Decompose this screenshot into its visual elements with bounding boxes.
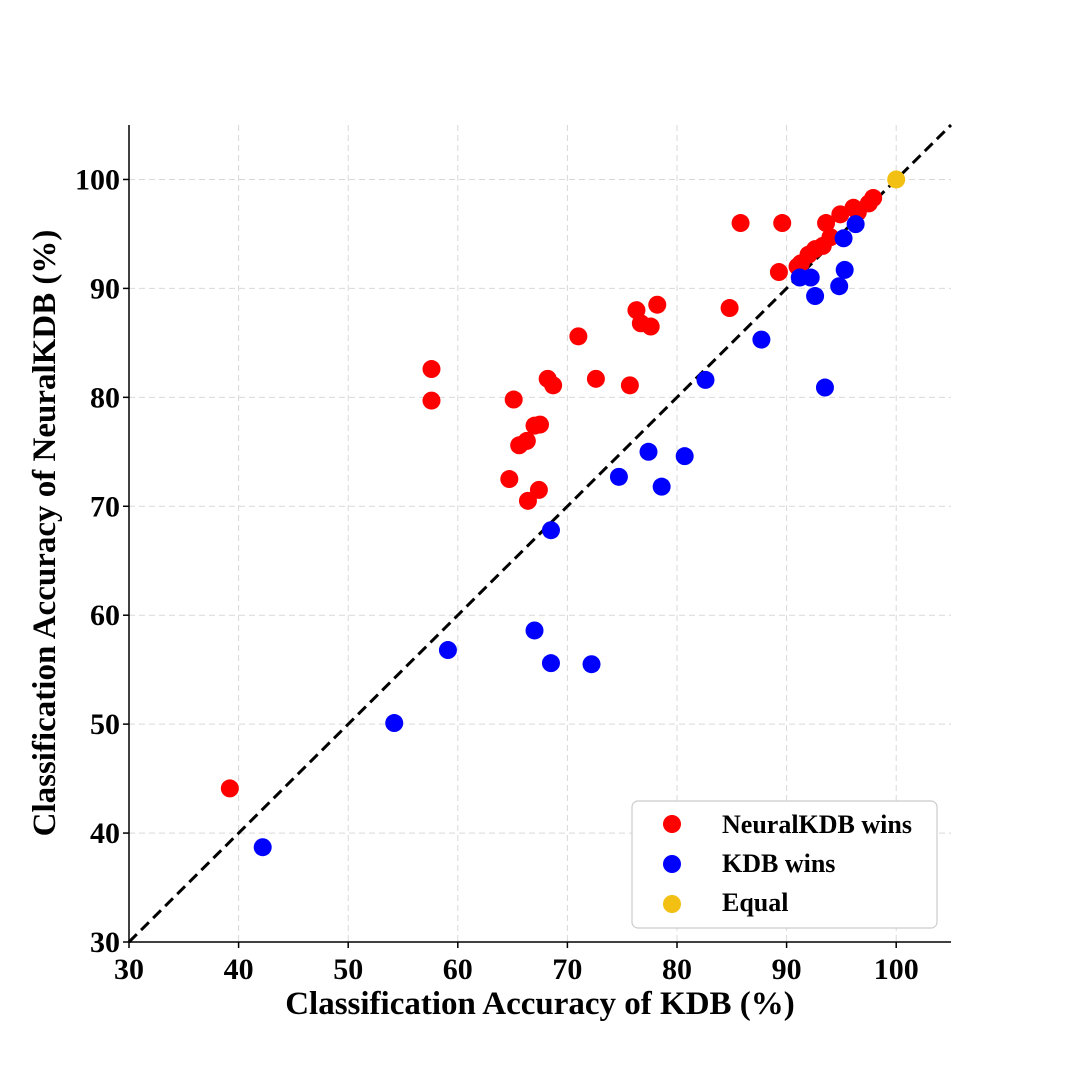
y-tick-label: 80 <box>90 381 120 414</box>
legend-box <box>631 800 938 929</box>
x-tick-label: 60 <box>443 953 473 986</box>
point-neuralkdb-wins <box>569 327 588 346</box>
diagonal-line <box>127 123 953 944</box>
point-neuralkdb-wins <box>529 480 548 499</box>
point-neuralkdb-wins <box>731 214 750 233</box>
point-kdb-wins <box>846 215 865 234</box>
point-kdb-wins <box>830 277 849 296</box>
point-kdb-wins <box>834 229 853 248</box>
point-neuralkdb-wins <box>517 431 536 450</box>
y-ticks: 30 40 50 60 70 80 90 100 <box>75 163 129 959</box>
legend-marker-kdb <box>663 855 681 873</box>
x-tick-label: 50 <box>333 953 363 986</box>
y-tick-label: 100 <box>75 163 120 196</box>
x-tick-label: 80 <box>662 953 692 986</box>
y-tick-label: 90 <box>90 272 120 305</box>
point-kdb-wins <box>541 654 560 673</box>
y-tick-label: 30 <box>90 926 120 959</box>
point-kdb-wins <box>696 370 715 389</box>
point-kdb-wins <box>385 714 404 733</box>
y-tick-label: 60 <box>90 599 120 632</box>
x-tick-label: 70 <box>552 953 582 986</box>
point-neuralkdb-wins <box>769 263 788 282</box>
point-kdb-wins <box>639 442 658 461</box>
y-tick-label: 40 <box>90 817 120 850</box>
point-kdb-wins <box>582 655 601 674</box>
point-neuralkdb-wins <box>720 299 739 318</box>
point-neuralkdb-wins <box>518 491 537 510</box>
data-points <box>220 170 906 857</box>
axes-spines <box>128 125 951 943</box>
point-kdb-wins <box>806 287 825 306</box>
point-neuralkdb-wins <box>620 376 639 395</box>
point-neuralkdb-wins <box>641 317 660 336</box>
point-neuralkdb-wins <box>422 360 441 379</box>
point-kdb-wins <box>438 641 457 660</box>
x-tick-label: 100 <box>874 953 919 986</box>
legend-label-neuralkdb: NeuralKDB wins <box>722 810 912 839</box>
point-neuralkdb-wins <box>500 470 519 489</box>
point-kdb-wins <box>609 467 628 486</box>
point-kdb-wins <box>253 838 272 857</box>
point-kdb-wins <box>652 477 671 496</box>
point-neuralkdb-wins <box>544 376 563 395</box>
point-kdb-wins <box>801 268 820 287</box>
point-neuralkdb-wins <box>817 214 836 233</box>
point-kdb-wins <box>525 621 544 640</box>
y-axis-label: Classification Accuracy of NeuralKDB (%) <box>27 230 63 837</box>
point-neuralkdb-wins <box>586 369 605 388</box>
point-kdb-wins <box>752 330 771 349</box>
x-tick-label: 90 <box>772 953 802 986</box>
x-tick-label: 40 <box>224 953 254 986</box>
point-neuralkdb-wins <box>773 214 792 233</box>
point-neuralkdb-wins <box>220 779 239 798</box>
x-ticks: 30 40 50 60 70 80 90 100 <box>114 942 919 986</box>
y-tick-label: 50 <box>90 708 120 741</box>
x-axis-label: Classification Accuracy of KDB (%) <box>285 986 795 1022</box>
point-kdb-wins <box>815 378 834 397</box>
point-equal <box>887 170 906 189</box>
point-kdb-wins <box>541 521 560 540</box>
x-tick-label: 30 <box>114 953 144 986</box>
point-kdb-wins <box>675 447 694 466</box>
point-neuralkdb-wins <box>504 390 523 409</box>
point-neuralkdb-wins <box>422 391 441 410</box>
legend: NeuralKDB wins KDB wins Equal <box>631 800 938 929</box>
point-kdb-wins <box>835 260 854 279</box>
point-neuralkdb-wins <box>531 415 549 434</box>
point-neuralkdb-wins <box>864 188 883 207</box>
point-neuralkdb-wins <box>821 228 840 247</box>
legend-label-kdb: KDB wins <box>722 849 835 878</box>
point-neuralkdb-wins <box>648 295 667 314</box>
legend-label-equal: Equal <box>722 888 789 917</box>
diagonal-layer <box>127 123 953 944</box>
legend-marker-neuralkdb <box>663 815 681 833</box>
legend-marker-equal <box>663 895 681 913</box>
y-tick-label: 70 <box>90 490 120 523</box>
